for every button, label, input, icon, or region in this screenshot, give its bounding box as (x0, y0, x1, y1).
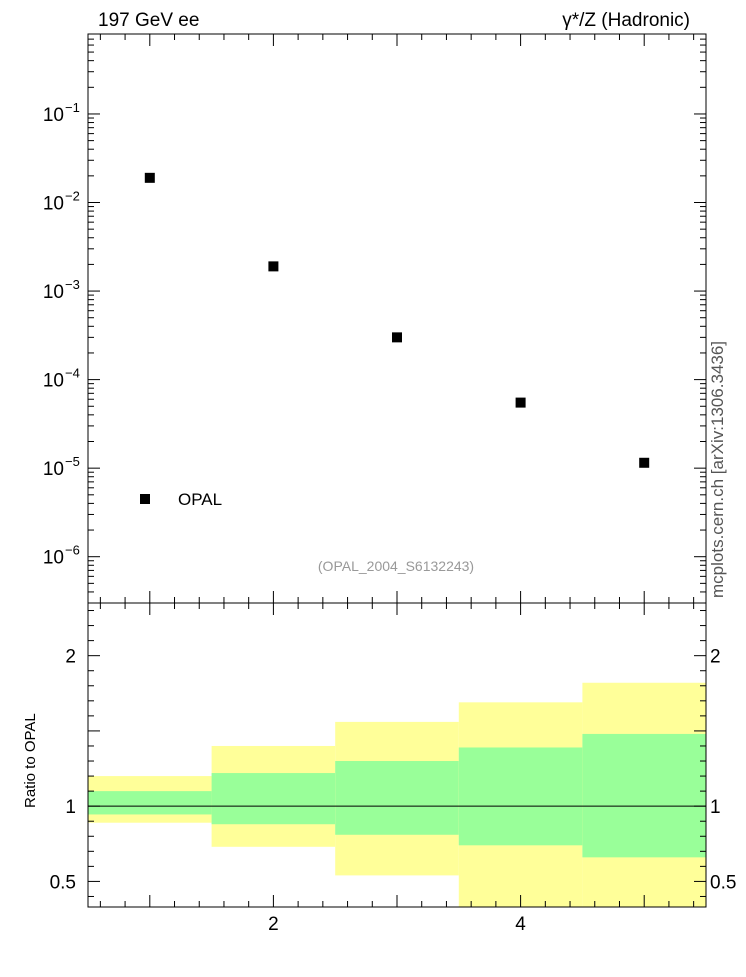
main-frame (87, 33, 707, 604)
legend-marker (140, 494, 150, 504)
data-point-0 (144, 172, 155, 183)
main-panel: 10−610−510−410−310−210−1 (43, 33, 707, 604)
ratio-band-inner-4 (582, 733, 706, 858)
ratio-ylabel: Ratio to OPAL (22, 713, 39, 808)
ratio-ytick-label-left-2: 2 (65, 647, 76, 668)
ratio-band-inner-2 (335, 761, 459, 835)
ratio-ytick-label-right-1: 1 (710, 797, 721, 818)
main-ytick-exp-2: −4 (65, 366, 80, 381)
ratio-ytick-label-left-0: 0.5 (50, 872, 76, 893)
header-left-title: 197 GeV ee (98, 10, 199, 31)
data-point-2 (392, 332, 402, 343)
main-ytick-exp-3: −3 (65, 277, 80, 292)
main-ytick-exp-0: −6 (65, 543, 80, 558)
ratio-ytick-label-right-2: 2 (710, 647, 721, 668)
main-ytick-label-1: 10 (43, 459, 64, 480)
data-point-4 (639, 457, 650, 468)
main-ytick-exp-4: −2 (65, 189, 80, 204)
ratio-ytick-label-right-0: 0.5 (710, 872, 736, 893)
main-ytick-exp-1: −5 (65, 454, 80, 469)
legend-label: OPAL (178, 490, 222, 509)
header-right-title: γ*/Z (Hadronic) (562, 10, 690, 31)
ratio-panel: 2 4 0.5 0.5 1 1 2 2 (50, 602, 736, 935)
main-ytick-label-2: 10 (43, 371, 64, 392)
main-ytick-label-5: 10 (43, 105, 64, 126)
main-ytick-exp-5: −1 (65, 100, 80, 115)
main-ytick-label-0: 10 (43, 548, 64, 569)
data-point-1 (268, 261, 279, 272)
ratio-band-inner-3 (458, 747, 583, 846)
side-label: mcplots.cern.ch [arXiv:1306.3436] (708, 341, 727, 598)
ratio-ytick-label-left-1: 1 (65, 797, 76, 818)
main-ytick-label-4: 10 (43, 194, 64, 215)
watermark-label: (OPAL_2004_S6132243) (318, 558, 474, 574)
ratio-band-inner-0 (88, 791, 212, 815)
ratio-band-inner-1 (211, 773, 336, 825)
ratio-xtick-label-1: 4 (515, 914, 526, 935)
ratio-xtick-label-0: 2 (268, 914, 279, 935)
main-ytick-label-3: 10 (43, 282, 64, 303)
data-point-3 (515, 397, 526, 408)
